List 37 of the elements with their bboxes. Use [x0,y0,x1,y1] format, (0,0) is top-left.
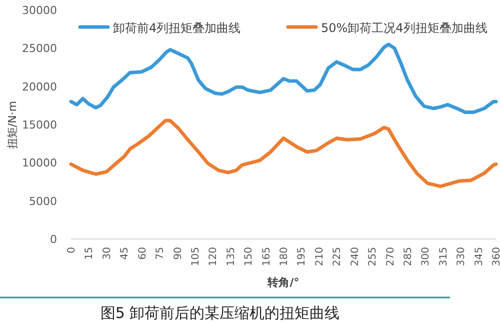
x-tick-label: 60 [137,247,148,260]
x-tick-label: 180 [279,247,290,266]
caption: 图5 卸荷前后的某压缩机的扭矩曲线 [100,304,340,322]
x-tick-label: 285 [402,247,414,266]
x-tick-label: 0 [66,247,78,254]
y-tick-label: 20000 [22,80,57,94]
x-tick-label: 195 [296,247,308,266]
y-tick-label: 10000 [22,156,57,170]
x-tick-label: 120 [208,247,220,266]
legend-label: 50%卸荷工况4列扭矩叠加曲线 [321,21,488,35]
y-tick-label: 30000 [22,4,57,17]
legend-label: 卸荷前4列扭矩叠加曲线 [113,21,241,35]
x-tick-label: 135 [226,247,237,266]
x-tick-label: 45 [120,247,131,260]
x-tick-label: 75 [155,247,166,260]
x-tick-label: 270 [385,247,396,266]
x-tick-label: 30 [102,247,113,260]
x-tick-label: 90 [172,247,184,260]
x-tick-label: 315 [438,247,450,266]
x-tick-label: 105 [190,247,202,266]
x-tick-label: 15 [84,247,96,260]
x-tick-label: 300 [420,247,432,266]
x-tick-label: 360 [492,247,500,266]
y-tick-label: 5000 [29,194,57,208]
y-tick-label: 25000 [22,42,57,56]
x-tick-label: 150 [244,247,255,266]
x-tick-label: 255 [368,247,379,266]
x-tick-label: 240 [350,247,361,266]
x-tick-label: 225 [332,247,344,266]
x-tick-label: 210 [314,247,326,266]
x-tick-label: 165 [261,247,272,266]
y-tick-label: 0 [50,233,57,246]
x-tick-label: 330 [456,247,468,266]
y-axis-title: 扭矩/N·m [6,100,19,150]
x-tick-label: 345 [474,247,485,266]
y-tick-label: 15000 [22,118,57,132]
x-axis-title: 转角/° [266,276,300,289]
